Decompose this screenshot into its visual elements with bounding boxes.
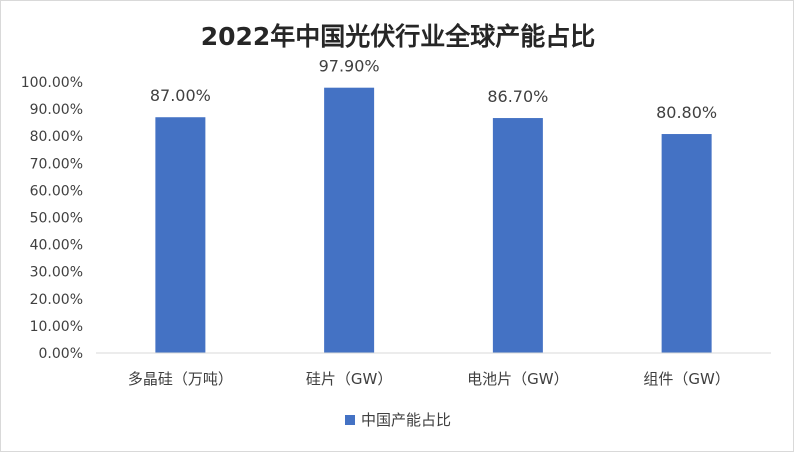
y-tick-label: 40.00% xyxy=(30,238,83,254)
x-axis: 多晶硅（万吨） 硅片（GW） 电池片（GW） 组件（GW） xyxy=(96,352,771,388)
bar xyxy=(155,117,206,353)
y-axis: 0.00% 10.00% 20.00% 30.00% 40.00% 50.00% 60.00… xyxy=(21,75,83,362)
y-tick-label: 100.00% xyxy=(21,75,83,91)
data-label: 87.00% xyxy=(150,86,211,105)
y-tick-label: 20.00% xyxy=(30,292,83,308)
x-tick-label: 多晶硅（万吨） xyxy=(128,370,233,388)
y-tick-label: 70.00% xyxy=(30,156,83,172)
data-labels: 87.00% 97.90% 86.70% 80.80% xyxy=(150,57,717,122)
y-tick-label: 50.00% xyxy=(30,211,83,227)
y-tick-label: 30.00% xyxy=(30,265,83,281)
legend: 中国产能占比 xyxy=(1,409,794,430)
x-tick-label: 组件（GW） xyxy=(643,370,729,388)
bar xyxy=(492,118,543,353)
bars xyxy=(155,87,712,353)
legend-label: 中国产能占比 xyxy=(360,411,451,429)
x-tick-label: 电池片（GW） xyxy=(467,370,568,388)
chart-title: 2022年中国光伏行业全球产能占比 xyxy=(200,22,596,51)
y-tick-label: 90.00% xyxy=(30,102,83,118)
data-label: 86.70% xyxy=(487,87,548,106)
bar xyxy=(661,134,712,353)
y-tick-label: 60.00% xyxy=(30,183,83,199)
y-tick-label: 0.00% xyxy=(39,346,83,362)
data-label: 97.90% xyxy=(319,57,380,76)
x-tick-label: 硅片（GW） xyxy=(306,370,392,388)
data-label: 80.80% xyxy=(656,103,717,122)
bar xyxy=(324,87,375,353)
y-tick-label: 80.00% xyxy=(30,129,83,145)
y-tick-label: 10.00% xyxy=(30,319,83,335)
legend-swatch xyxy=(344,414,355,425)
